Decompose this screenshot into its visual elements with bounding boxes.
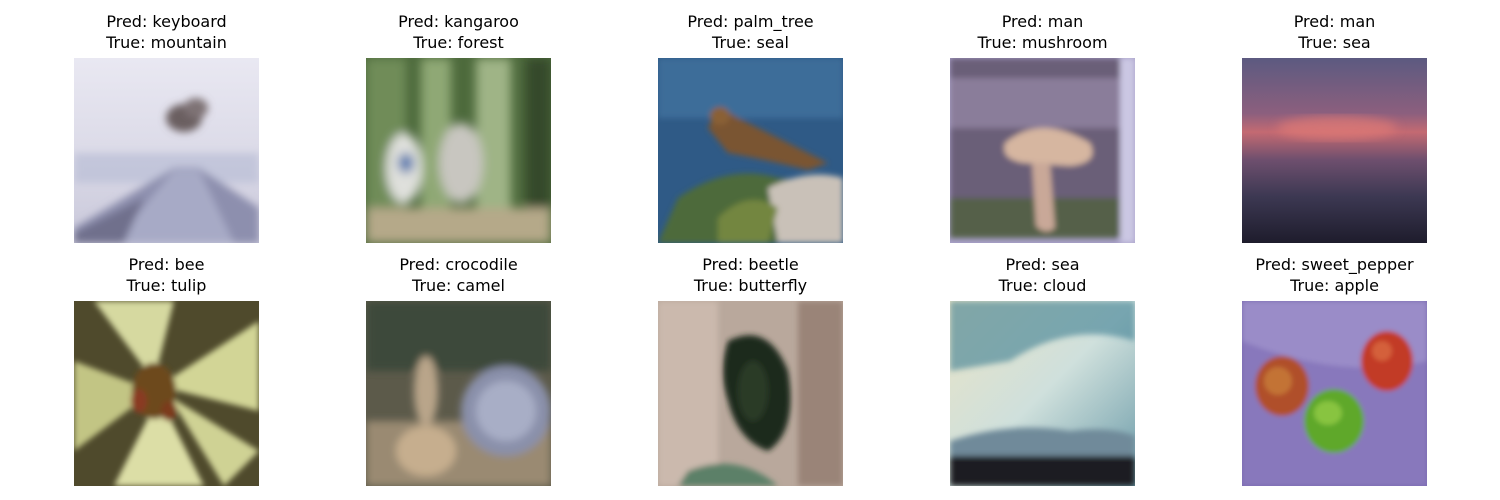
pred-label: Pred: palm_tree [687, 12, 814, 31]
pred-label: Pred: man [1001, 12, 1084, 31]
panel-title: Pred: bee True: tulip [14, 254, 319, 296]
panel-title: Pred: keyboard True: mountain [14, 11, 319, 53]
panel-title: Pred: sea True: cloud [890, 254, 1195, 296]
panel-title: Pred: sweet_pepper True: apple [1182, 254, 1487, 296]
pred-label: Pred: beetle [702, 255, 799, 274]
pred-label: Pred: man [1293, 12, 1376, 31]
lily-flower-image [74, 301, 259, 486]
true-label: True: cloud [998, 276, 1087, 295]
forest-image [366, 58, 551, 243]
panel-title: Pred: man True: sea [1182, 11, 1487, 53]
true-label: True: mushroom [977, 33, 1108, 52]
true-label: True: tulip [126, 276, 207, 295]
mushroom-image [950, 58, 1135, 243]
volcano-mountain-image [74, 58, 259, 243]
apples-image [1242, 301, 1427, 486]
pred-label: Pred: bee [128, 255, 205, 274]
true-label: True: seal [712, 33, 789, 52]
pred-label: Pred: keyboard [106, 12, 227, 31]
true-label: True: mountain [106, 33, 227, 52]
true-label: True: camel [412, 276, 505, 295]
panel-title: Pred: man True: mushroom [890, 11, 1195, 53]
cloudy-sky-image [950, 301, 1135, 486]
true-label: True: butterfly [693, 276, 808, 295]
true-label: True: sea [1298, 33, 1371, 52]
butterfly-image [658, 301, 843, 486]
panel-title: Pred: crocodile True: camel [306, 254, 611, 296]
true-label: True: forest [413, 33, 504, 52]
pred-label: Pred: kangaroo [398, 12, 519, 31]
seal-image [658, 58, 843, 243]
true-label: True: apple [1290, 276, 1379, 295]
sunset-sea-image [1242, 58, 1427, 243]
panel-title: Pred: palm_tree True: seal [598, 11, 903, 53]
pred-label: Pred: sweet_pepper [1255, 255, 1414, 274]
panel-title: Pred: kangaroo True: forest [306, 11, 611, 53]
pred-label: Pred: crocodile [399, 255, 518, 274]
camel-image [366, 301, 551, 486]
panel-title: Pred: beetle True: butterfly [598, 254, 903, 296]
pred-label: Pred: sea [1005, 255, 1080, 274]
